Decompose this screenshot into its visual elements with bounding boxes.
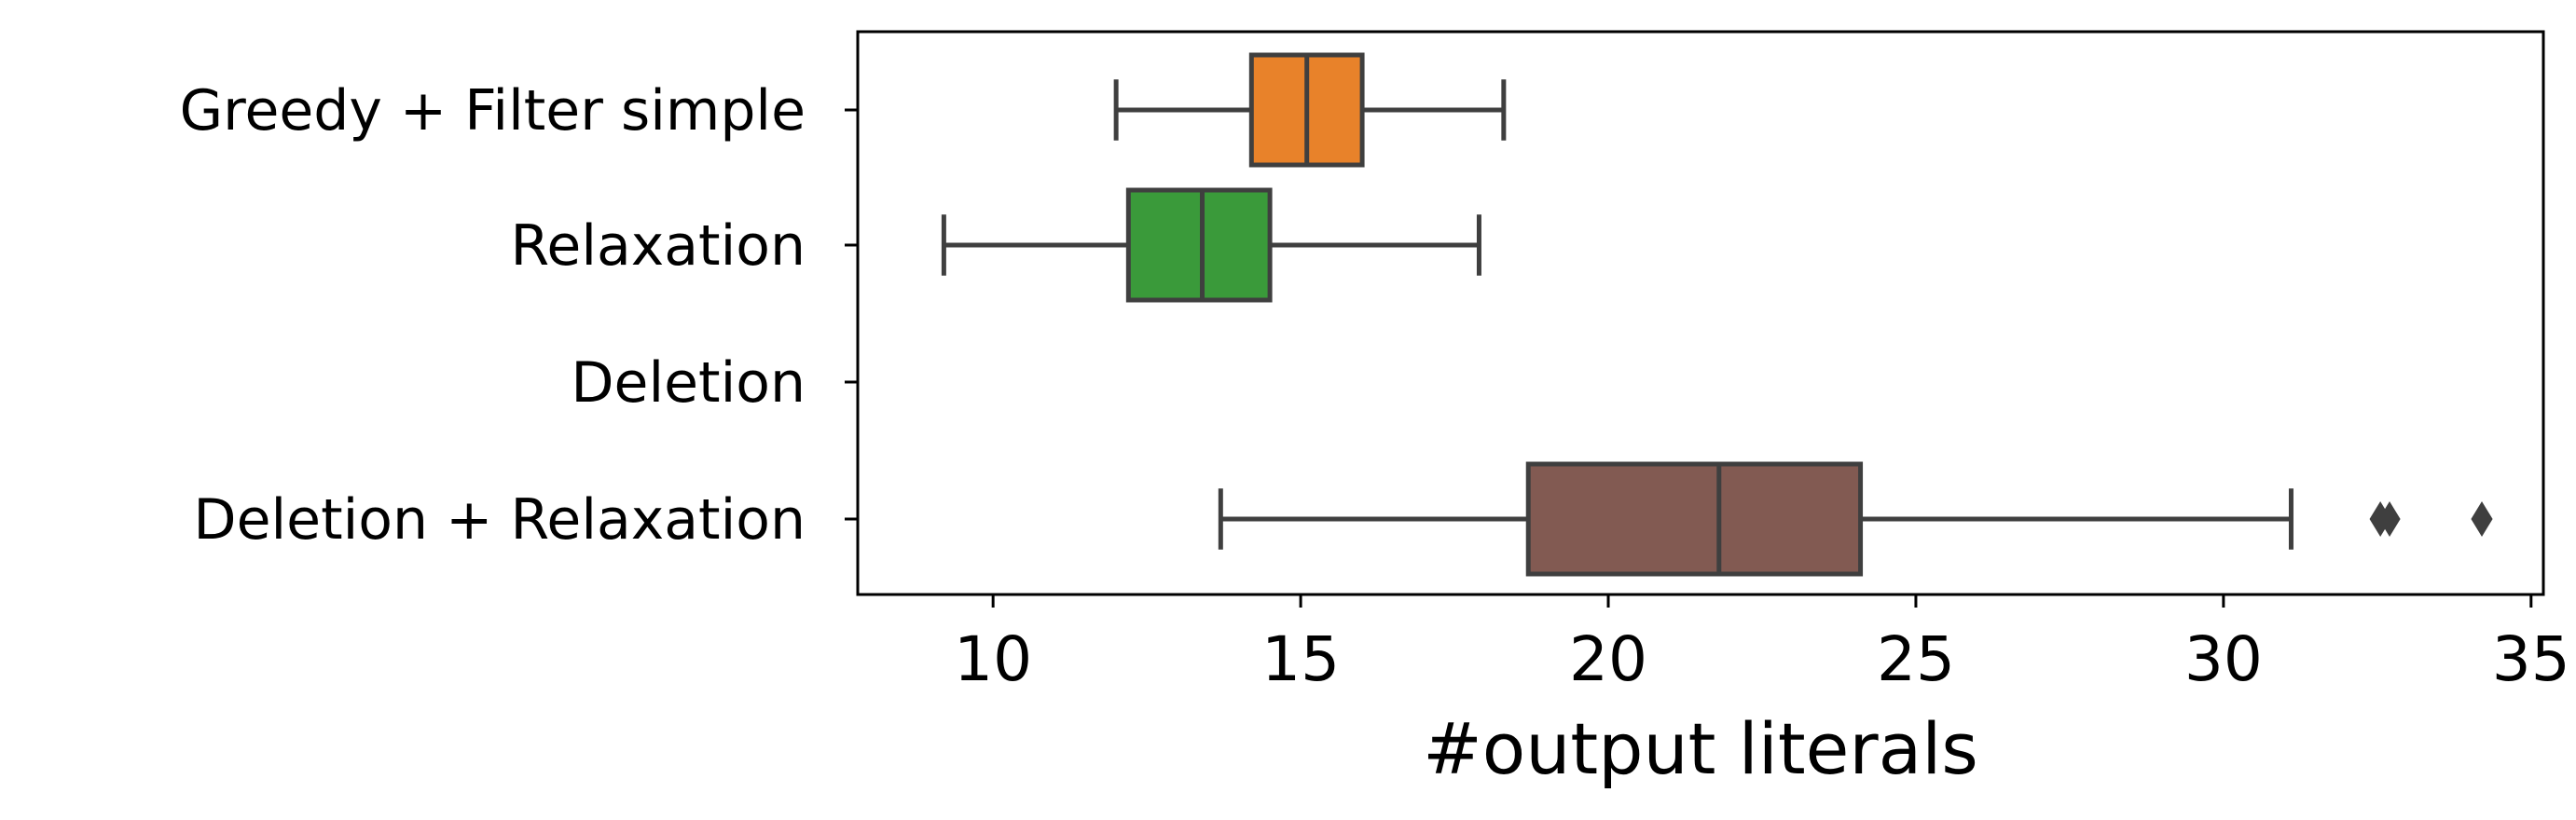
outlier-point [2378, 501, 2401, 537]
x-tick-label: 25 [1877, 623, 1955, 695]
box-series [941, 52, 2493, 577]
y-axis: Greedy + Filter simple Relaxation Deletion… [180, 78, 858, 553]
box-iqr [1525, 461, 1864, 577]
x-axis-title: #output literals [1423, 707, 1978, 790]
x-axis: 10 15 20 25 30 35 [954, 594, 2570, 695]
x-tick-label: 15 [1261, 623, 1340, 695]
x-tick-label: 30 [2184, 623, 2263, 695]
box-greedy-filter-simple [1113, 52, 1507, 168]
box-relaxation [941, 187, 1481, 303]
plot-frame [856, 30, 2545, 596]
y-tick-label: Relaxation [510, 213, 806, 279]
y-tick-label: Greedy + Filter simple [180, 78, 806, 144]
y-tick-label: Deletion [571, 350, 806, 416]
box-iqr [1125, 187, 1273, 303]
x-tick-label: 10 [954, 623, 1032, 695]
x-tick-label: 20 [1569, 623, 1647, 695]
y-tick-label: Deletion + Relaxation [193, 487, 806, 553]
x-tick-label: 35 [2492, 623, 2570, 695]
box-deletion-relaxation [1218, 461, 2493, 577]
outlier-point [2471, 501, 2493, 537]
